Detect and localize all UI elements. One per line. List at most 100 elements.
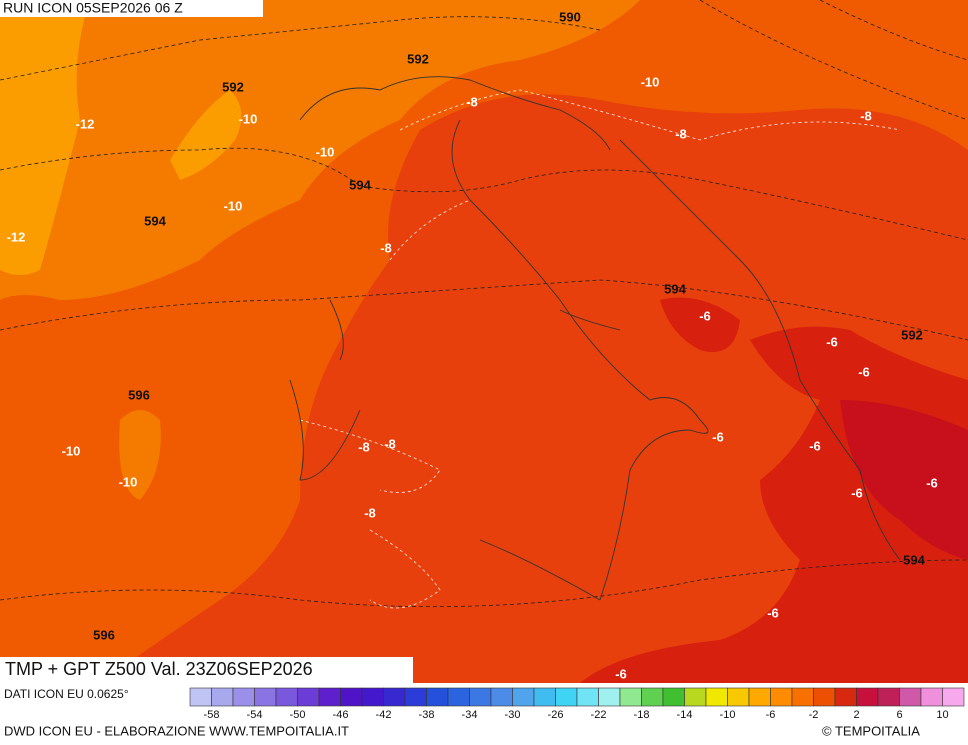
gpt-label: 594 <box>903 552 925 567</box>
tmp-label: -6 <box>767 605 779 620</box>
colorbar-swatch <box>383 687 406 707</box>
colorbar-swatch <box>533 687 556 707</box>
header-box <box>0 0 263 17</box>
colorbar-swatch <box>877 687 900 707</box>
zone-minus10b <box>119 410 161 500</box>
colorbar-swatch <box>297 687 320 707</box>
colorbar-swatch <box>576 687 599 707</box>
colorbar-swatch <box>404 687 427 707</box>
colorbar-swatch <box>512 687 535 707</box>
tmp-label: -6 <box>926 475 938 490</box>
colorbar-swatch <box>469 687 492 707</box>
tmp-label: -8 <box>466 94 478 109</box>
colorbar-swatch <box>211 687 234 707</box>
gpt-label: 596 <box>93 627 115 642</box>
colorbar-tick-label: -50 <box>290 709 306 721</box>
copyright: © TEMPOITALIA <box>822 723 920 738</box>
tmp-label: -10 <box>119 474 138 489</box>
tmp-label: -8 <box>364 505 376 520</box>
colorbar-swatch <box>254 687 277 707</box>
tmp-label: -6 <box>712 429 724 444</box>
colorbar-swatch <box>899 687 922 707</box>
colorbar-swatch <box>555 687 578 707</box>
colorbar-swatch <box>813 687 836 707</box>
coastlines <box>289 76 901 601</box>
gpt-contours <box>0 0 968 608</box>
tmp-label: -10 <box>641 74 660 89</box>
colorbar-swatch <box>275 687 298 707</box>
colorbar-tick-label: -58 <box>204 709 220 721</box>
gpt-label: 590 <box>559 9 581 24</box>
title-box <box>0 657 413 683</box>
colorbar-swatch <box>727 687 750 707</box>
colorbar-swatch <box>189 687 212 707</box>
zone-minus12 <box>0 0 90 275</box>
tmp-label: -6 <box>858 364 870 379</box>
data-source: DATI ICON EU 0.0625° <box>4 687 129 701</box>
zone-minus10 <box>0 0 640 300</box>
tmp-label: -6 <box>826 334 838 349</box>
contour-labels: 590 592 592 594 594 594 592 596 594 596 -10 -8 -12 -1… <box>7 9 938 681</box>
run-label: RUN ICON 05SEP2026 06 Z <box>3 0 183 16</box>
gpt-label: 594 <box>349 177 371 192</box>
zone-minus12b <box>170 90 242 180</box>
tmp-label: -6 <box>851 485 863 500</box>
tmp-label: -10 <box>316 144 335 159</box>
colorbar-swatch <box>619 687 642 707</box>
tmp-label: -10 <box>224 198 243 213</box>
gpt-label: 596 <box>128 387 150 402</box>
tmp-label: -8 <box>675 126 687 141</box>
colorbar-swatch <box>447 687 470 707</box>
tmp-label: -8 <box>380 240 392 255</box>
colorbar-swatch <box>684 687 707 707</box>
tmp-label: -10 <box>239 111 258 126</box>
colorbar-swatch <box>340 687 363 707</box>
tmp-label: -10 <box>62 443 81 458</box>
colorbar-swatch <box>856 687 879 707</box>
colorbar-swatch <box>318 687 341 707</box>
gpt-label: 594 <box>664 281 686 296</box>
colorbar-swatch <box>662 687 685 707</box>
colorbar-tick-label: -14 <box>677 709 693 721</box>
zone-minus6a <box>660 297 740 352</box>
credits: DWD ICON EU - ELABORAZIONE WWW.TEMPOITAL… <box>4 723 349 738</box>
zone-minus4 <box>840 400 968 560</box>
tmp-label: -8 <box>384 436 396 451</box>
colorbar-swatch <box>791 687 814 707</box>
colorbar-tick-label: -54 <box>247 709 263 721</box>
tmp-label: -6 <box>809 438 821 453</box>
colorbar-swatch <box>361 687 384 707</box>
tmp-label: -8 <box>358 439 370 454</box>
colorbar-swatch <box>942 687 965 707</box>
colorbar-swatch <box>426 687 449 707</box>
colorbar-tick-label: -42 <box>376 709 392 721</box>
colorbar-tick-label: -38 <box>419 709 435 721</box>
colorbar-swatch <box>748 687 771 707</box>
map-title: TMP + GPT Z500 Val. 23Z06SEP2026 <box>5 659 313 679</box>
tmp-label: -12 <box>7 229 26 244</box>
colorbar-tick-label: -26 <box>548 709 564 721</box>
tmp-contours <box>299 89 901 609</box>
colorbar-swatch <box>920 687 943 707</box>
colorbar-swatch <box>490 687 513 707</box>
tmp-label: -6 <box>615 666 627 681</box>
colorbar-swatch <box>770 687 793 707</box>
colorbar: -58 -54 -50 -46 -42 -38 -34 -30 -26 -22 -18 -14 -10-… <box>189 687 965 721</box>
colorbar-swatch <box>705 687 728 707</box>
colorbar-tick-label: -34 <box>462 709 478 721</box>
colorbar-tick-label: -2 <box>809 709 819 721</box>
tmp-label: -12 <box>76 116 95 131</box>
tmp-label: -6 <box>699 308 711 323</box>
colorbar-swatch <box>232 687 255 707</box>
colorbar-tick-label: -46 <box>333 709 349 721</box>
colorbar-tick-label: -30 <box>505 709 521 721</box>
colorbar-tick-label: 6 <box>896 709 902 721</box>
colorbar-tick-label: -22 <box>591 709 607 721</box>
gpt-label: 592 <box>407 51 429 66</box>
colorbar-tick-label: -10 <box>720 709 736 721</box>
colorbar-tick-label: 10 <box>936 709 948 721</box>
colorbar-swatch <box>834 687 857 707</box>
colorbar-swatch <box>598 687 621 707</box>
